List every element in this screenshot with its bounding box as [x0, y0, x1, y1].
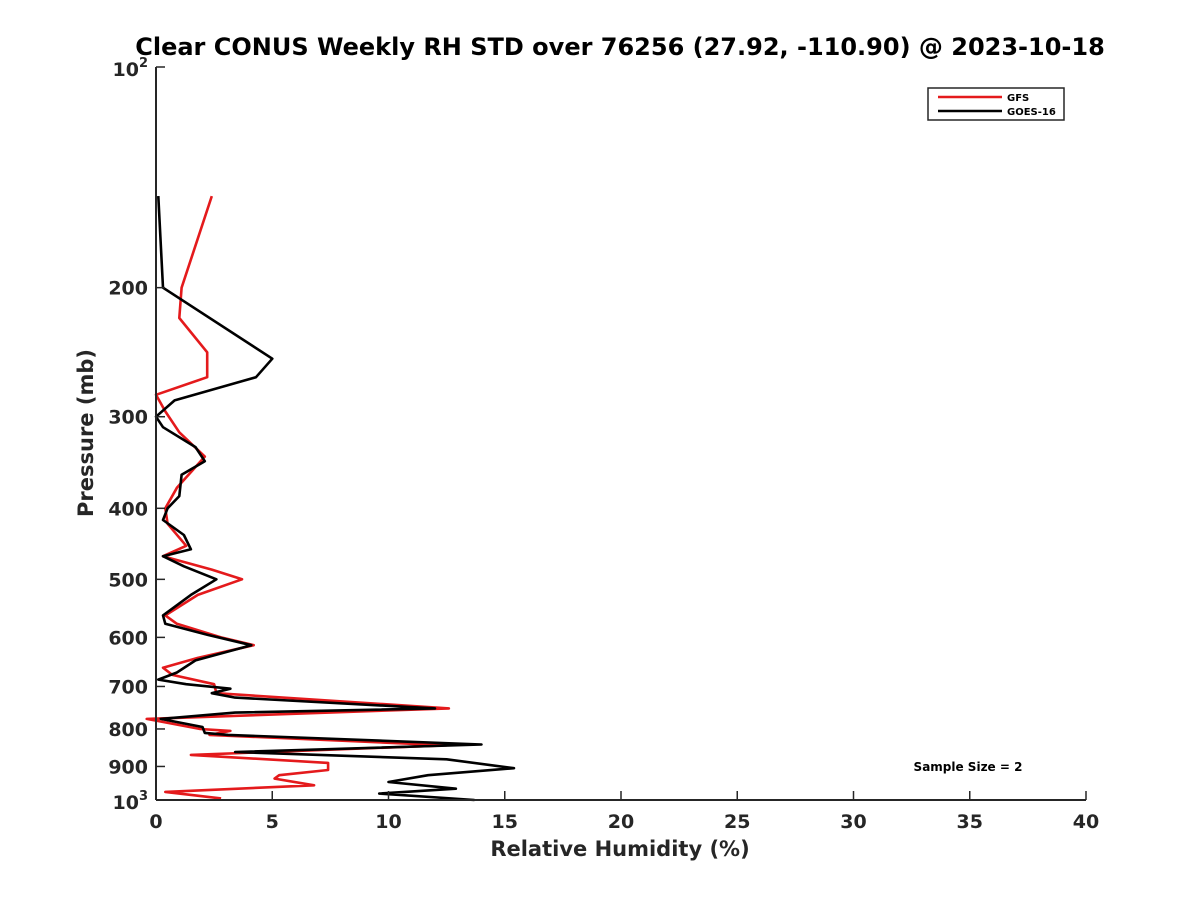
- x-tick-label: 35: [957, 811, 983, 833]
- y-tick-label: 200: [108, 278, 148, 300]
- y-ticks: 200 300 400 500 600 700 800 900: [108, 66, 165, 801]
- y-tick-label: 500: [108, 569, 148, 591]
- x-tick-label: 15: [492, 811, 518, 833]
- series-line-goes16: [154, 196, 516, 802]
- x-tick-label: 25: [724, 811, 750, 833]
- chart-title: Clear CONUS Weekly RH STD over 76256 (27…: [135, 33, 1105, 61]
- y-tick-label-bottom: 103: [113, 789, 149, 814]
- legend-label-gfs: GFS: [1007, 93, 1029, 104]
- y-tick-bottom-base: 10: [113, 792, 139, 814]
- y-tick-label: 400: [108, 498, 148, 520]
- series-lines: [145, 195, 516, 802]
- y-tick-label: 700: [108, 676, 148, 698]
- y-tick-top-exp: 2: [139, 56, 148, 71]
- x-tick-label: 40: [1073, 811, 1099, 833]
- x-ticks: 0 5 10 15 20 25 30 35 40: [149, 791, 1099, 833]
- x-tick-label: 0: [149, 811, 162, 833]
- x-tick-label: 10: [375, 811, 401, 833]
- sample-size-annotation: Sample Size = 2: [914, 760, 1023, 774]
- x-tick-label: 30: [840, 811, 866, 833]
- y-tick-label: 300: [108, 407, 148, 429]
- y-tick-label: 800: [108, 719, 148, 741]
- y-axis-label: Pressure (mb): [74, 349, 98, 517]
- legend: GFS GOES-16: [927, 87, 1065, 121]
- x-tick-label: 5: [266, 811, 279, 833]
- y-tick-bottom-exp: 3: [139, 789, 148, 804]
- y-tick-top-base: 10: [113, 59, 139, 81]
- legend-box: [927, 87, 1065, 121]
- y-tick-label: 600: [108, 627, 148, 649]
- x-axis-label: Relative Humidity (%): [490, 837, 749, 861]
- x-tick-label: 20: [608, 811, 634, 833]
- legend-label-goes16: GOES-16: [1007, 107, 1056, 118]
- y-tick-label-top: 102: [113, 56, 149, 81]
- y-tick-label: 900: [108, 756, 148, 778]
